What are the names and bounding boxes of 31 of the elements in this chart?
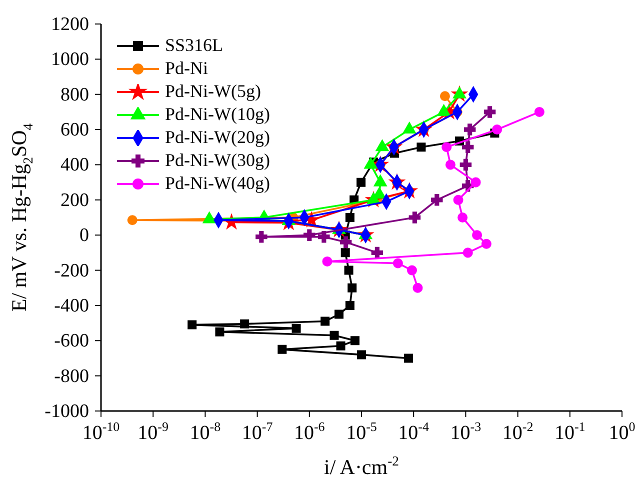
y-tick-label: 600 (60, 120, 89, 141)
legend-label: SS316L (165, 34, 224, 57)
legend-label: Pd-Ni-W(5g) (165, 80, 261, 103)
x-tick-label: 10$^{-6}$ (294, 419, 326, 444)
y-tick-label: 1000 (51, 49, 89, 70)
x-tick-label: 10$^{-7}$ (242, 419, 274, 444)
y-tick-label: 1200 (51, 14, 89, 35)
y-tick-label: -600 (54, 330, 89, 352)
x-tick-label: 10$^{-2}$ (502, 419, 534, 444)
y-tick-label: -1000 (44, 401, 89, 422)
x-tick-label: 10$^{-9}$ (138, 419, 169, 444)
x-tick-label: 10$^{-8}$ (190, 419, 221, 444)
y-tick-label: 0 (80, 225, 89, 246)
legend-label: Pd-Ni-W(40g) (165, 172, 270, 195)
y-tick-label: -400 (54, 295, 89, 316)
y-tick-label: -200 (54, 260, 89, 282)
x-tick-label: 10$^{-3}$ (450, 419, 482, 444)
x-tick-label: 10$^{-10}$ (82, 419, 120, 444)
y-tick-label: 800 (60, 84, 89, 106)
legend-label: Pd-Ni-W(20g) (165, 126, 270, 149)
y-tick-label: 400 (60, 154, 89, 176)
legend-label: Pd-Ni (165, 57, 208, 80)
y-tick-label: 200 (60, 190, 89, 211)
x-tick-label: 10$^{0}$ (608, 419, 636, 444)
y-tick-label: -800 (54, 366, 89, 387)
x-axis-title: i/ A·cm$^{-2}$ (324, 454, 400, 477)
legend-label: Pd-Ni-W(10g) (165, 103, 270, 126)
x-tick-label: 10$^{-5}$ (346, 419, 377, 444)
legend-label: Pd-Ni-W(30g) (165, 149, 270, 172)
x-tick-label: 10$^{-1}$ (554, 419, 586, 444)
x-tick-label: 10$^{-4}$ (398, 419, 430, 444)
